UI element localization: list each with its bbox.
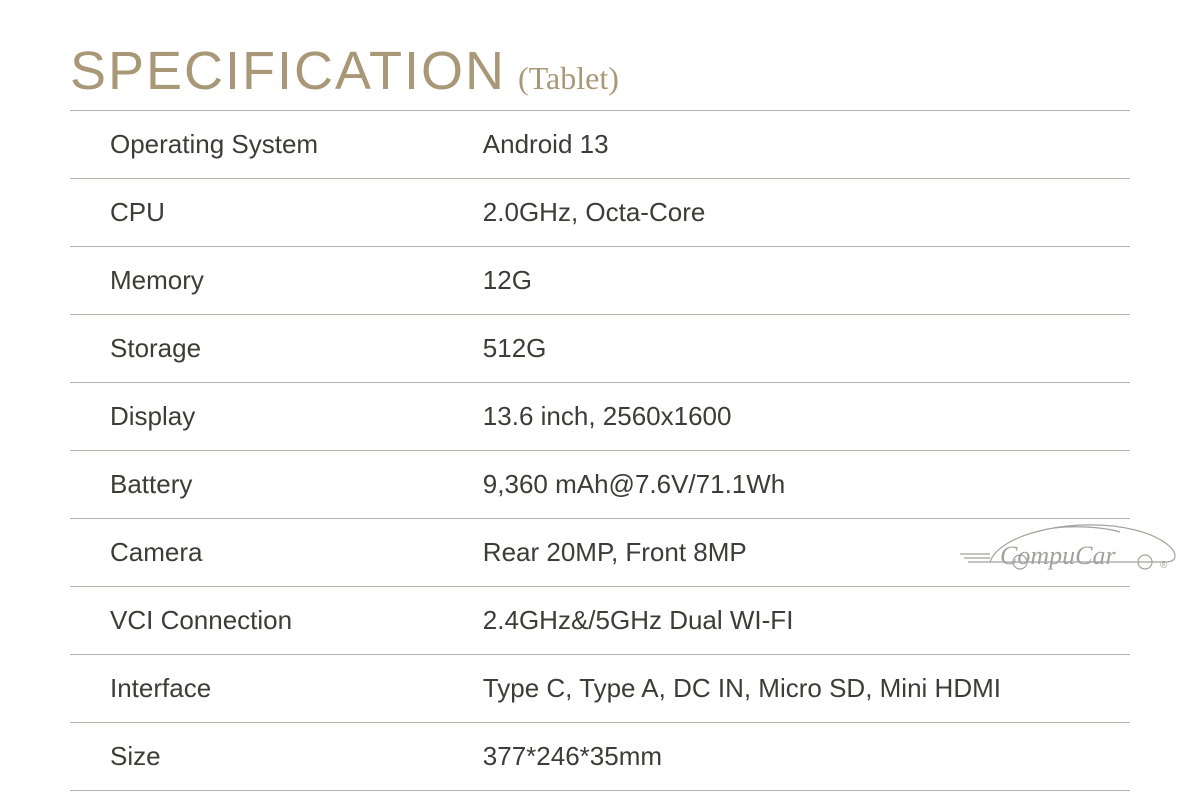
spec-label: Size <box>70 723 473 791</box>
table-row: InterfaceType C, Type A, DC IN, Micro SD… <box>70 655 1130 723</box>
spec-label: CPU <box>70 179 473 247</box>
table-row: Display13.6 inch, 2560x1600 <box>70 383 1130 451</box>
spec-label: Operating System <box>70 111 473 179</box>
spec-value: Android 13 <box>473 111 1130 179</box>
table-row: Size377*246*35mm <box>70 723 1130 791</box>
spec-label: Interface <box>70 655 473 723</box>
table-row: CPU2.0GHz, Octa-Core <box>70 179 1130 247</box>
spec-label: Storage <box>70 315 473 383</box>
spec-value: Rear 20MP, Front 8MP <box>473 519 1130 587</box>
spec-label: Camera <box>70 519 473 587</box>
table-row: Memory12G <box>70 247 1130 315</box>
spec-value: 9,360 mAh@7.6V/71.1Wh <box>473 451 1130 519</box>
table-row: Storage512G <box>70 315 1130 383</box>
table-row: VCI Connection2.4GHz&/5GHz Dual WI-FI <box>70 587 1130 655</box>
spec-value: 12G <box>473 247 1130 315</box>
spec-sheet: SPECIFICATION (Tablet) Operating SystemA… <box>0 0 1200 800</box>
spec-value: 2.4GHz&/5GHz Dual WI-FI <box>473 587 1130 655</box>
spec-value: 377*246*35mm <box>473 723 1130 791</box>
spec-label: Memory <box>70 247 473 315</box>
spec-label: VCI Connection <box>70 587 473 655</box>
table-row: Operating SystemAndroid 13 <box>70 111 1130 179</box>
page-subtitle: (Tablet) <box>518 60 619 97</box>
spec-value: 13.6 inch, 2560x1600 <box>473 383 1130 451</box>
table-row: Battery9,360 mAh@7.6V/71.1Wh <box>70 451 1130 519</box>
spec-label: Display <box>70 383 473 451</box>
spec-value: Type C, Type A, DC IN, Micro SD, Mini HD… <box>473 655 1130 723</box>
heading: SPECIFICATION (Tablet) <box>70 40 1130 102</box>
spec-value: 2.0GHz, Octa-Core <box>473 179 1130 247</box>
table-row: CameraRear 20MP, Front 8MP <box>70 519 1130 587</box>
spec-table-body: Operating SystemAndroid 13CPU2.0GHz, Oct… <box>70 111 1130 791</box>
spec-table: Operating SystemAndroid 13CPU2.0GHz, Oct… <box>70 110 1130 791</box>
spec-label: Battery <box>70 451 473 519</box>
page-title: SPECIFICATION <box>70 40 506 102</box>
spec-value: 512G <box>473 315 1130 383</box>
